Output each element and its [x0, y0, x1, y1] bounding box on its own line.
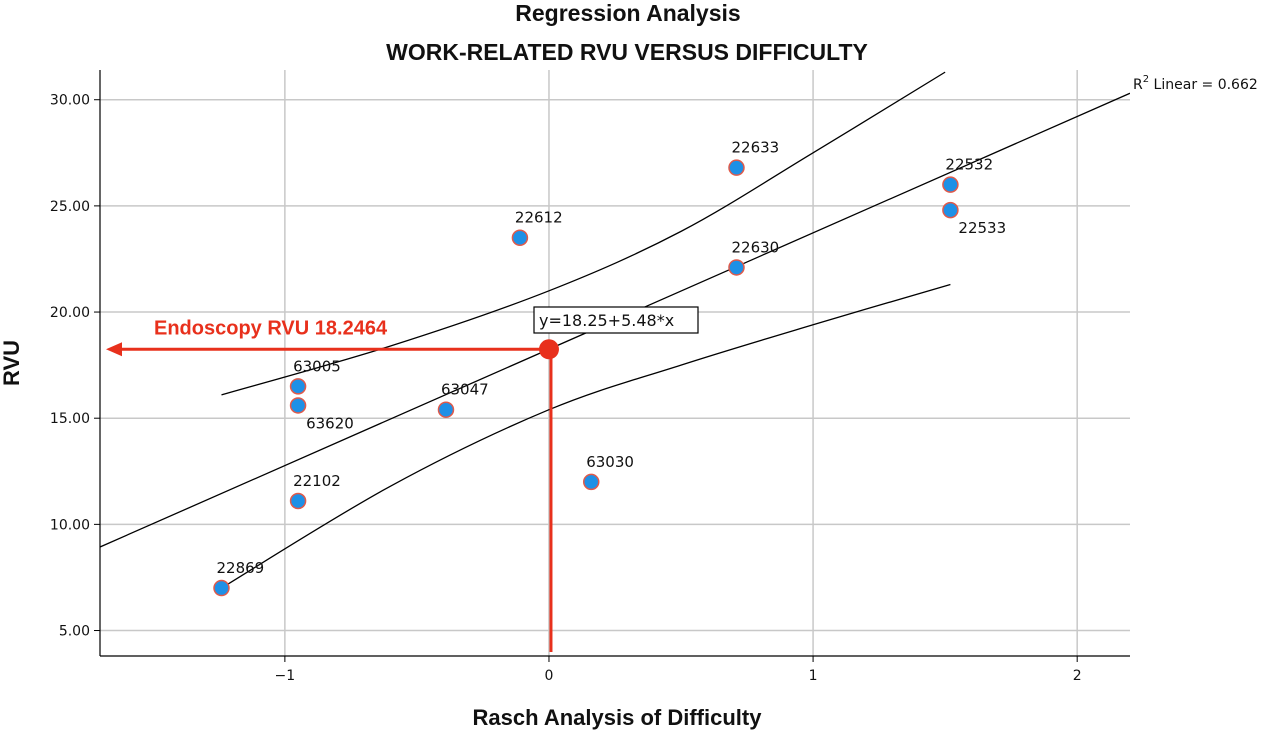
equation-label: y=18.25+5.48*x — [539, 311, 674, 330]
data-point — [728, 259, 745, 276]
point-label: 22102 — [293, 472, 341, 490]
highlight-point — [538, 339, 559, 360]
data-point — [511, 229, 529, 246]
y-tick-label: 15.00 — [50, 411, 90, 427]
point-label: 63005 — [293, 357, 341, 375]
grid-lines — [100, 70, 1130, 656]
y-tick-label: 10.00 — [50, 517, 90, 533]
data-point — [582, 473, 600, 491]
data-point — [289, 397, 307, 414]
confidence-upper-curve — [221, 71, 946, 396]
x-tick-label: −1 — [275, 668, 296, 684]
data-point — [942, 176, 959, 193]
data-point — [213, 579, 230, 597]
data-point — [437, 401, 455, 418]
y-tick-label: 25.00 — [50, 199, 90, 215]
x-axis-title: Rasch Analysis of Difficulty — [473, 705, 763, 730]
highlight-label: Endoscopy RVU 18.2464 — [154, 317, 388, 339]
x-tick-label: 2 — [1073, 668, 1082, 684]
point-label: 22630 — [731, 238, 779, 256]
point-label: 22612 — [515, 209, 563, 227]
arrow-head-icon — [106, 342, 122, 357]
data-point — [942, 201, 959, 219]
point-label: 22633 — [731, 139, 779, 157]
data-point — [728, 159, 745, 176]
point-labels: 22869 22102 63005 63620 63047 22612 63030 22633… — [216, 139, 1006, 577]
point-label: 63047 — [441, 381, 489, 399]
data-points — [213, 159, 959, 597]
y-axis-title: RVU — [0, 340, 24, 386]
x-tick-label: 1 — [809, 668, 818, 684]
data-point — [289, 492, 307, 510]
r-squared-label: R2 Linear = 0.662 — [1133, 74, 1258, 93]
confidence-lower-curve — [221, 283, 951, 589]
data-point — [289, 378, 307, 395]
chart-title: Regression Analysis — [515, 0, 740, 26]
axes: 5.00 10.00 15.00 20.00 25.00 30.00 −1 0 1 2 — [50, 70, 1130, 684]
point-label: 22869 — [216, 559, 264, 577]
highlight-annotation: Endoscopy RVU 18.2464 — [106, 317, 559, 652]
y-tick-label: 20.00 — [50, 305, 90, 321]
annotations: y=18.25+5.48*x R2 Linear = 0.662 — [533, 74, 1258, 334]
y-tick-label: 30.00 — [50, 93, 90, 109]
point-label: 22532 — [945, 156, 993, 174]
equation-box — [533, 306, 699, 334]
x-tick-label: 0 — [545, 668, 554, 684]
y-tick-label: 5.00 — [59, 624, 90, 640]
point-label: 22533 — [958, 219, 1006, 237]
point-label: 63620 — [306, 414, 354, 432]
point-label: 63030 — [586, 453, 634, 471]
chart-subtitle: WORK-RELATED RVU VERSUS DIFFICULTY — [386, 39, 868, 65]
